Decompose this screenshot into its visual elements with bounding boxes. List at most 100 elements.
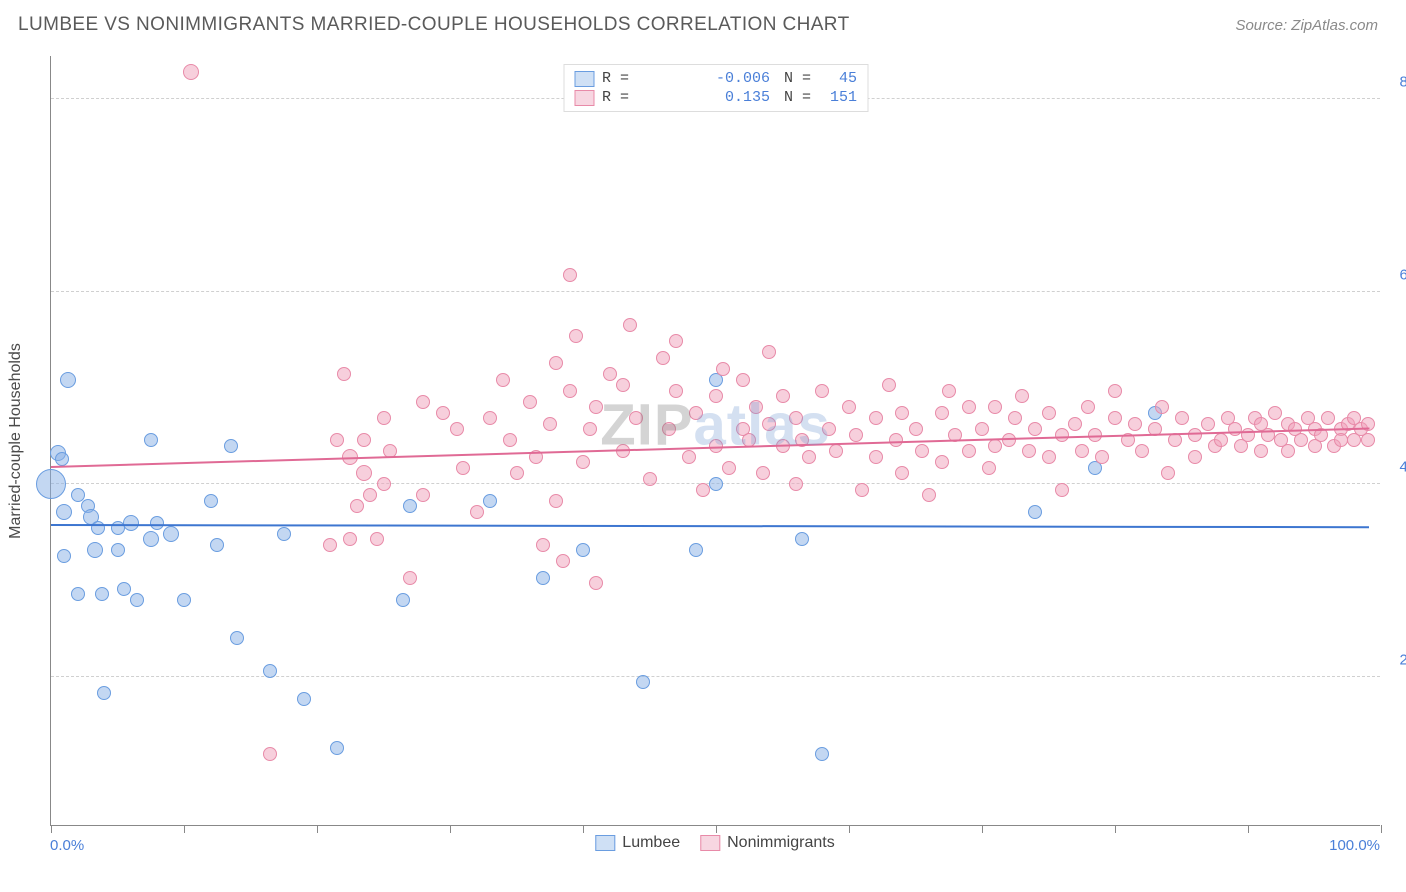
- y-axis-title: Married-couple Households: [7, 343, 25, 539]
- data-point: [150, 516, 164, 530]
- data-point: [357, 433, 371, 447]
- legend-swatch: [574, 90, 594, 106]
- data-point: [143, 531, 159, 547]
- data-point: [177, 593, 191, 607]
- data-point: [576, 455, 590, 469]
- data-point: [682, 450, 696, 464]
- x-tick: [583, 825, 584, 833]
- data-point: [736, 373, 750, 387]
- data-point: [57, 549, 71, 563]
- data-point: [436, 406, 450, 420]
- gridline: [51, 291, 1380, 292]
- legend-swatch: [574, 71, 594, 87]
- data-point: [643, 472, 657, 486]
- data-point: [583, 422, 597, 436]
- data-point: [1095, 450, 1109, 464]
- chart-area: Married-couple Households ZIPatlas R =-0…: [50, 56, 1380, 826]
- y-tick-label: 45.0%: [1399, 459, 1406, 476]
- plot-region: ZIPatlas R =-0.006N =45R =0.135N =151 80…: [50, 56, 1380, 826]
- data-point: [263, 747, 277, 761]
- data-point: [224, 439, 238, 453]
- data-point: [503, 433, 517, 447]
- data-point: [1321, 411, 1335, 425]
- data-point: [1068, 417, 1082, 431]
- data-point: [377, 477, 391, 491]
- data-point: [1161, 466, 1175, 480]
- data-point: [629, 411, 643, 425]
- data-point: [569, 329, 583, 343]
- data-point: [263, 664, 277, 678]
- x-tick: [716, 825, 717, 833]
- data-point: [1201, 417, 1215, 431]
- data-point: [689, 406, 703, 420]
- r-label: R =: [602, 70, 700, 87]
- data-point: [962, 400, 976, 414]
- data-point: [942, 384, 956, 398]
- data-point: [915, 444, 929, 458]
- data-point: [1254, 444, 1268, 458]
- data-point: [709, 389, 723, 403]
- data-point: [922, 488, 936, 502]
- gridline: [51, 676, 1380, 677]
- data-point: [669, 334, 683, 348]
- data-point: [536, 571, 550, 585]
- data-point: [982, 461, 996, 475]
- data-point: [36, 469, 66, 499]
- series-legend: LumbeeNonimmigrants: [595, 834, 834, 852]
- data-point: [396, 593, 410, 607]
- data-point: [1281, 444, 1295, 458]
- data-point: [776, 389, 790, 403]
- data-point: [1015, 389, 1029, 403]
- data-point: [756, 466, 770, 480]
- data-point: [815, 747, 829, 761]
- data-point: [1042, 406, 1056, 420]
- data-point: [204, 494, 218, 508]
- data-point: [403, 571, 417, 585]
- data-point: [1028, 422, 1042, 436]
- data-point: [563, 384, 577, 398]
- data-point: [370, 532, 384, 546]
- data-point: [576, 543, 590, 557]
- data-point: [1241, 428, 1255, 442]
- data-point: [1228, 422, 1242, 436]
- source-label: Source: ZipAtlas.com: [1235, 17, 1378, 34]
- data-point: [869, 450, 883, 464]
- data-point: [909, 422, 923, 436]
- data-point: [962, 444, 976, 458]
- data-point: [183, 64, 199, 80]
- data-point: [789, 411, 803, 425]
- data-point: [1175, 411, 1189, 425]
- data-point: [483, 494, 497, 508]
- data-point: [330, 741, 344, 755]
- data-point: [722, 461, 736, 475]
- n-value: 151: [819, 89, 857, 106]
- trend-line: [51, 427, 1369, 467]
- data-point: [696, 483, 710, 497]
- chart-title: LUMBEE VS NONIMMIGRANTS MARRIED-COUPLE H…: [18, 14, 850, 36]
- data-point: [323, 538, 337, 552]
- n-value: 45: [819, 70, 857, 87]
- data-point: [975, 422, 989, 436]
- data-point: [536, 538, 550, 552]
- data-point: [889, 433, 903, 447]
- x-tick: [317, 825, 318, 833]
- data-point: [589, 576, 603, 590]
- r-label: R =: [602, 89, 700, 106]
- data-point: [689, 543, 703, 557]
- data-point: [496, 373, 510, 387]
- n-label: N =: [784, 89, 811, 106]
- data-point: [822, 422, 836, 436]
- data-point: [111, 543, 125, 557]
- data-point: [1042, 450, 1056, 464]
- data-point: [842, 400, 856, 414]
- data-point: [163, 526, 179, 542]
- legend-item: Lumbee: [595, 834, 680, 852]
- data-point: [1055, 428, 1069, 442]
- data-point: [549, 494, 563, 508]
- data-point: [483, 411, 497, 425]
- data-point: [450, 422, 464, 436]
- data-point: [882, 378, 896, 392]
- data-point: [1294, 433, 1308, 447]
- data-point: [988, 439, 1002, 453]
- data-point: [549, 356, 563, 370]
